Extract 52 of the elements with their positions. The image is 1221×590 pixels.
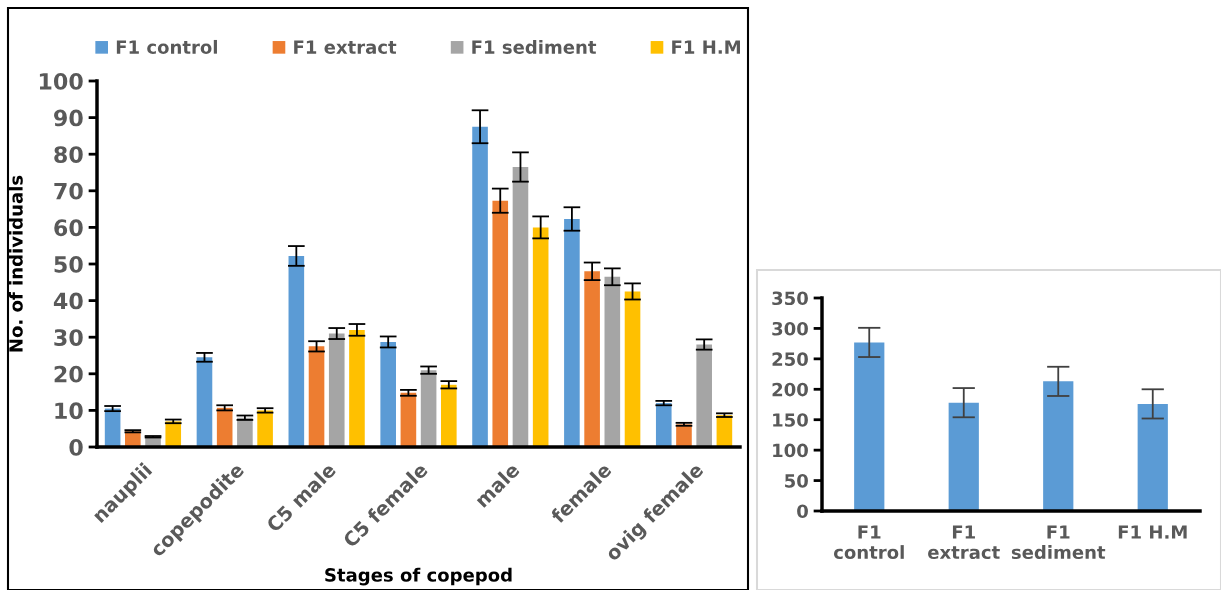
bar (1043, 381, 1074, 511)
bar (257, 410, 273, 447)
bar (308, 346, 325, 447)
y-tick-label: 150 (773, 413, 808, 427)
y-tick-label: 60 (54, 219, 83, 237)
bar (420, 370, 437, 447)
y-tick-label: 80 (54, 146, 83, 163)
y-tick-label: 30 (54, 329, 83, 346)
bar (441, 384, 457, 447)
bar (288, 255, 305, 447)
bar (492, 200, 509, 447)
bar (328, 333, 345, 447)
y-tick-label: 100 (39, 72, 83, 90)
y-tick-label: 10 (55, 402, 83, 420)
x-tick-label: F1 sediment (1011, 525, 1106, 560)
bar (854, 342, 885, 511)
bar (655, 403, 672, 447)
y-tick-label: 200 (772, 382, 808, 397)
x-tick-label: F1 H.M (1118, 525, 1187, 539)
bar (696, 344, 712, 447)
y-axis-title: No. of individuals (8, 175, 23, 352)
y-tick-label: 300 (772, 321, 808, 336)
bar (472, 126, 488, 447)
bar (1137, 403, 1168, 511)
y-tick-label: 0 (797, 504, 808, 519)
x-axis-title: Stages of copepod (325, 567, 512, 586)
bar (948, 402, 979, 511)
legend-label: F1 H.M (672, 40, 740, 54)
y-tick-label: 50 (54, 255, 83, 273)
bar (512, 167, 529, 447)
legend-label: F1 extract (294, 40, 397, 54)
legend-label: F1 control (116, 39, 217, 54)
y-tick-label: 350 (772, 291, 808, 306)
bar (584, 271, 600, 447)
x-tick-label: F1 extract (928, 525, 1000, 560)
bar (349, 329, 365, 447)
x-tick-label: F1 control (833, 525, 904, 560)
y-tick-label: 90 (54, 109, 83, 127)
bar (604, 276, 621, 447)
y-tick-label: 50 (785, 474, 808, 488)
y-tick-label: 250 (772, 352, 808, 366)
y-tick-label: 0 (69, 438, 83, 456)
bar (532, 227, 549, 447)
y-tick-label: 70 (54, 182, 83, 200)
legend-label: F1 sediment (472, 39, 597, 54)
bar (196, 357, 213, 447)
y-tick-label: 20 (54, 365, 83, 383)
bar (624, 291, 641, 447)
bar (564, 218, 580, 447)
bar (380, 341, 396, 447)
y-tick-label: 40 (53, 292, 83, 310)
y-tick-label: 100 (773, 443, 808, 458)
